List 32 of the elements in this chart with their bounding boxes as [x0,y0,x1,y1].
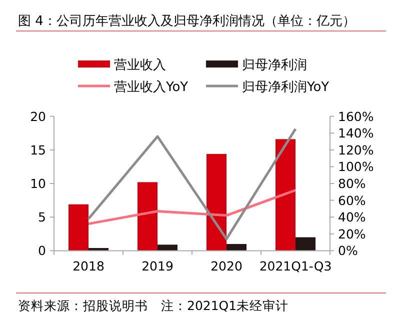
bar [158,244,178,251]
y2-tick-label: 0% [338,243,358,258]
y2-tick-label: 80% [338,176,366,191]
y-tick-label: 5 [38,210,46,225]
y2-tick-label: 160% [338,108,374,124]
y2-tick-label: 120% [338,142,374,158]
bar [276,139,296,251]
x-tick-label: 2021Q1-Q3 [259,258,332,274]
legend-label: 归母净利润YoY [242,80,330,95]
y2-tick-label: 20% [338,226,366,242]
bar [206,154,226,251]
legend-label: 营业收入YoY [114,80,188,95]
bar [296,237,316,251]
legend-label: 营业收入 [114,58,166,73]
chart-title: 图 4：公司历年营业收入及归母净利润情况（单位：亿元） [18,14,356,29]
x-tick-label: 2020 [210,258,242,274]
y2-tick-label: 100% [338,159,374,174]
legend-label: 归母净利润 [242,58,307,73]
bar [68,204,88,251]
y2-tick-label: 140% [338,126,374,141]
y-tick-label: 0 [38,243,46,258]
line-series [87,128,297,240]
x-tick-label: 2019 [142,258,174,274]
x-tick-label: 2018 [72,258,104,274]
y2-tick-label: 40% [338,210,366,225]
bar [138,182,158,251]
y-tick-label: 20 [30,108,46,124]
y-tick-label: 10 [30,176,46,191]
text: 资料来源：招股说明书 注：2021Q1未经审计 [18,298,289,313]
line-series [87,188,297,226]
y2-tick-label: 60% [338,192,366,208]
y-tick-label: 15 [30,142,46,158]
